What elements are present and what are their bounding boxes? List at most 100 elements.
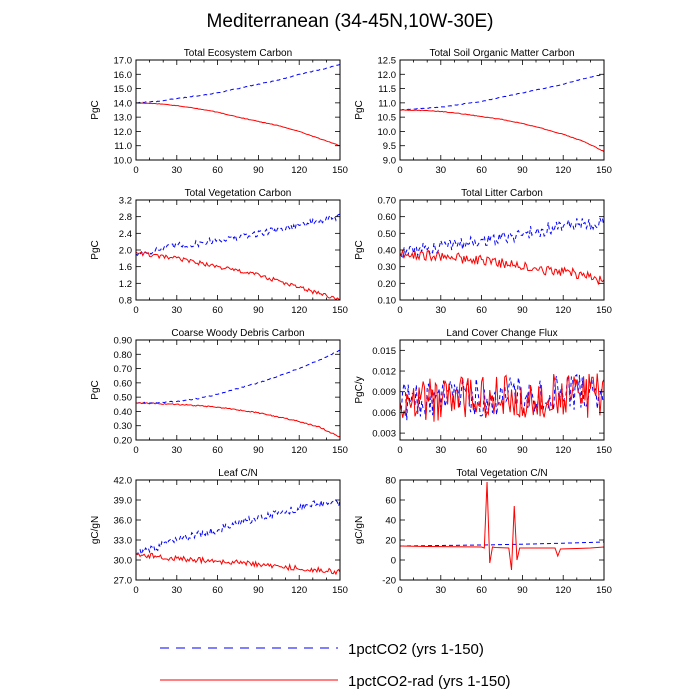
- y-tick-label: 3.2: [119, 196, 132, 207]
- y-axis-label: PgC: [354, 100, 365, 119]
- series-line-1pctCO2-rad: [136, 402, 340, 438]
- x-tick-label: 30: [172, 445, 183, 456]
- plot-frame: [399, 339, 605, 441]
- y-tick-label: 0.003: [372, 429, 396, 440]
- y-tick-label: 2.8: [119, 212, 132, 223]
- y-tick-label: 12.0: [378, 70, 397, 81]
- y-tick-label: 13.0: [114, 113, 133, 124]
- x-tick-label: 0: [133, 585, 138, 596]
- series-group: [136, 213, 340, 300]
- y-tick-label: 10.0: [378, 127, 397, 138]
- panels: Total Ecosystem Carbon PgC 0 30 60 90 120 150 10…: [90, 48, 612, 596]
- plot-frame: [135, 479, 341, 581]
- x-tick-label: 90: [253, 305, 264, 316]
- y-tick-label: 33.0: [114, 536, 133, 547]
- series-group: [136, 499, 340, 576]
- y-tick-label: 16.0: [114, 70, 133, 81]
- y-tick-label: 0.006: [372, 408, 396, 419]
- legend: 1pctCO2 (yrs 1-150) 1pctCO2-rad (yrs 1-1…: [160, 641, 511, 690]
- y-tick-label: 36.0: [114, 516, 133, 527]
- x-tick-label: 120: [291, 305, 307, 316]
- series-group: [136, 63, 340, 147]
- panel-total-soil-organic-matter-carbon: Total Soil Organic Matter Carbon PgC 0 30 60…: [354, 48, 612, 176]
- x-tick-label: 90: [253, 585, 264, 596]
- panel-total-vegetation-c-n: Total Vegetation C/N gC/gN 0 30 60 90 120 150 -2…: [354, 468, 612, 596]
- y-tick-label: 0.10: [378, 296, 397, 307]
- y-tick-label: 17.0: [114, 56, 133, 67]
- y-tick-label: 0.90: [114, 336, 133, 347]
- x-tick-label: 0: [133, 305, 138, 316]
- y-axis-label: PgC: [354, 240, 365, 259]
- y-tick-label: 20: [385, 536, 396, 547]
- y-tick-label: 14.0: [114, 98, 133, 109]
- x-tick-label: 120: [291, 445, 307, 456]
- panel-title: Total Litter Carbon: [461, 188, 543, 199]
- x-tick-label: 150: [332, 165, 348, 176]
- x-tick-label: 150: [596, 165, 612, 176]
- x-tick-label: 60: [212, 445, 223, 456]
- y-tick-label: 0.40: [114, 407, 133, 418]
- x-tick-label: 30: [436, 445, 447, 456]
- plot-frame: [135, 199, 341, 301]
- x-tick-label: 150: [596, 445, 612, 456]
- series-group: [400, 373, 604, 422]
- panel-total-vegetation-carbon: Total Vegetation Carbon PgC 0 30 60 90 120 150 0…: [90, 188, 348, 316]
- plot-frame: [399, 479, 605, 581]
- y-tick-label: 0.60: [378, 212, 397, 223]
- plot-frame: [135, 339, 341, 441]
- y-tick-label: 0.015: [372, 346, 396, 357]
- series-line-1pctCO2-rad: [400, 373, 604, 422]
- x-tick-label: 90: [253, 445, 264, 456]
- y-tick-label: 80: [385, 476, 396, 487]
- y-tick-label: 12.0: [114, 127, 133, 138]
- panel-land-cover-change-flux: Land Cover Change Flux PgC/y 0 30 60 90 120 150…: [354, 328, 612, 456]
- series-group: [400, 217, 604, 285]
- plot-frame: [135, 59, 341, 161]
- y-tick-label: 0.009: [372, 387, 396, 398]
- y-tick-label: 0.80: [114, 350, 133, 361]
- x-tick-label: 120: [291, 585, 307, 596]
- x-tick-label: 0: [397, 305, 402, 316]
- x-tick-label: 150: [332, 305, 348, 316]
- panel-title: Total Ecosystem Carbon: [184, 48, 292, 59]
- x-tick-label: 30: [172, 585, 183, 596]
- x-tick-label: 120: [291, 165, 307, 176]
- y-tick-label: 0.60: [114, 378, 133, 389]
- panel-leaf-c-n: Leaf C/N gC/gN 0 30 60 90 120 150 27.0 30.0 33.0 36…: [90, 468, 348, 596]
- x-tick-label: 90: [517, 305, 528, 316]
- x-tick-label: 30: [436, 305, 447, 316]
- series-line-1pctCO2: [136, 499, 340, 557]
- x-tick-label: 30: [172, 165, 183, 176]
- y-tick-label: 0.70: [114, 364, 133, 375]
- x-tick-label: 0: [133, 165, 138, 176]
- x-tick-label: 150: [596, 585, 612, 596]
- y-tick-label: 9.5: [383, 141, 396, 152]
- x-tick-label: 0: [397, 585, 402, 596]
- series-line-1pctCO2: [136, 63, 340, 104]
- y-tick-label: 10.0: [114, 156, 133, 167]
- y-tick-label: 42.0: [114, 476, 133, 487]
- x-tick-label: 90: [517, 165, 528, 176]
- x-tick-label: 30: [436, 165, 447, 176]
- x-tick-label: 30: [172, 305, 183, 316]
- y-axis-label: gC/gN: [90, 516, 101, 544]
- series-line-1pctCO2-rad: [136, 102, 340, 147]
- panel-total-litter-carbon: Total Litter Carbon PgC 0 30 60 90 120 150 0.10 0…: [354, 188, 612, 316]
- legend-label-1pctCO2-rad: 1pctCO2-rad (yrs 1-150): [348, 673, 511, 690]
- y-tick-label: 0.012: [372, 367, 396, 378]
- x-tick-label: 0: [133, 445, 138, 456]
- y-tick-label: 0.8: [119, 296, 132, 307]
- x-tick-label: 120: [555, 445, 571, 456]
- y-tick-label: 30.0: [114, 556, 133, 567]
- x-tick-label: 60: [212, 305, 223, 316]
- y-tick-label: 2.4: [119, 229, 132, 240]
- series-line-1pctCO2: [400, 73, 604, 111]
- plot-frame: [399, 59, 605, 161]
- x-tick-label: 120: [555, 585, 571, 596]
- y-tick-label: 11.5: [378, 84, 396, 95]
- y-axis-label: PgC/y: [354, 376, 365, 403]
- y-tick-label: 12.5: [378, 56, 397, 67]
- y-tick-label: 11.0: [378, 98, 396, 109]
- y-axis-label: PgC: [90, 100, 101, 119]
